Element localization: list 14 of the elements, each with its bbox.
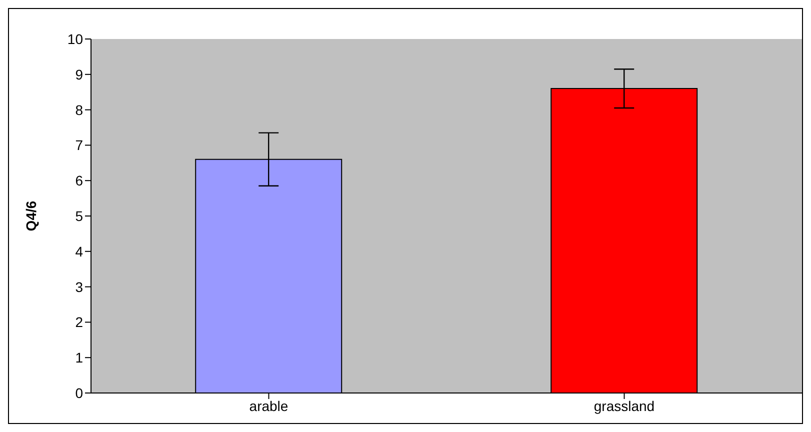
x-tick-label: arable [249, 398, 288, 414]
y-tick-label: 5 [75, 208, 84, 224]
y-tick-label: 2 [75, 314, 84, 330]
y-tick-label: 9 [75, 66, 84, 82]
y-tick-label: 8 [75, 102, 84, 118]
y-tick-label: 0 [75, 384, 84, 401]
y-tick-label: 6 [75, 172, 84, 189]
y-tick-label: 3 [75, 278, 84, 295]
y-tick-label: 7 [75, 137, 84, 154]
y-tick-label: 1 [75, 350, 84, 366]
x-tick-label: grassland [594, 398, 655, 414]
y-tick-label: 4 [75, 243, 84, 260]
y-tick-label: 10 [67, 30, 84, 47]
y-axis-title: Q4/6 [22, 200, 39, 232]
